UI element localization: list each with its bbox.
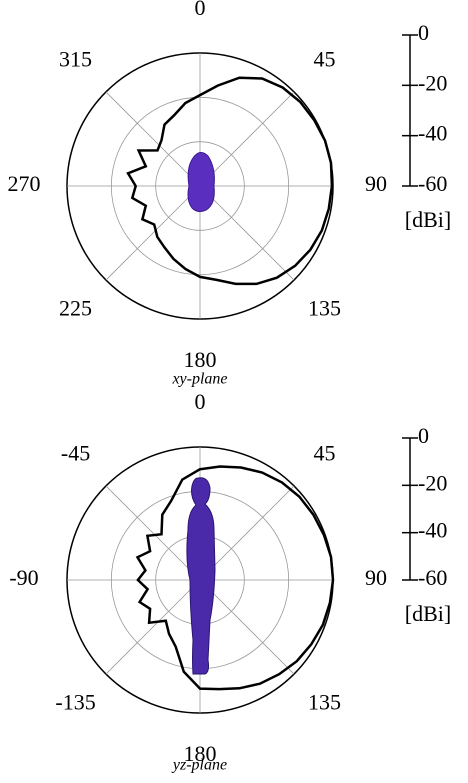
angle-tick-label: 90 <box>365 565 387 590</box>
angle-tick-label: 45 <box>313 47 335 72</box>
body-model-top <box>188 152 214 211</box>
figure: 0 -20 -40 -60 [dBi] 0 45 90 135 180 -135 -90 -45 yz-p… <box>0 0 468 778</box>
grid-spoke <box>106 580 200 674</box>
scale-tick-label: -60 <box>418 171 447 196</box>
scale-tick-label: 0 <box>418 20 429 45</box>
pattern-line <box>128 78 332 284</box>
scale-tick-label: -20 <box>418 470 447 495</box>
grid-spoke <box>200 580 294 674</box>
angle-tick-label: 0 <box>195 0 206 20</box>
grid-spoke <box>106 92 200 186</box>
body-shape <box>187 478 215 674</box>
polar-chart: 0-20-40-60[dBi]04590135180-135-90-45yz-p… <box>9 389 451 774</box>
angle-tick-label: -135 <box>55 689 95 714</box>
angle-tick-label: 0 <box>195 389 206 414</box>
scale-tick-label: -40 <box>418 518 447 543</box>
scale-unit: [dBi] <box>405 207 451 232</box>
grid-spoke <box>106 186 200 280</box>
scale-unit: [dBi] <box>405 601 451 626</box>
angle-tick-label: 270 <box>8 171 41 196</box>
x-axis-label: xy-plane <box>171 371 227 388</box>
scale-tick-label: -40 <box>418 121 447 146</box>
grid-spoke <box>200 186 294 280</box>
scale-tick-label: 0 <box>418 423 429 448</box>
angle-tick-label: 135 <box>308 295 341 320</box>
angle-tick-label: -45 <box>61 441 90 466</box>
angle-tick-label: 225 <box>59 295 92 320</box>
x-axis-label: yz-plane <box>171 757 227 774</box>
pattern-line <box>138 467 334 690</box>
body-shape <box>188 152 214 211</box>
scale-tick-label: -20 <box>418 70 447 95</box>
scale-tick-label: -60 <box>418 565 447 590</box>
angle-tick-label: 180 <box>184 347 217 372</box>
angle-tick-label: 315 <box>59 47 92 72</box>
angle-tick-label: 45 <box>313 441 335 466</box>
angle-tick-label: -90 <box>9 565 38 590</box>
angle-tick-label: 90 <box>365 171 387 196</box>
grid-spoke <box>106 486 200 580</box>
polar-chart: 0 -20 -40 -60 [dBi] 0 45 90 135 180 225 270 315 xy-pl… <box>8 0 452 388</box>
body-model-side <box>187 478 215 674</box>
angle-tick-label: 135 <box>308 689 341 714</box>
